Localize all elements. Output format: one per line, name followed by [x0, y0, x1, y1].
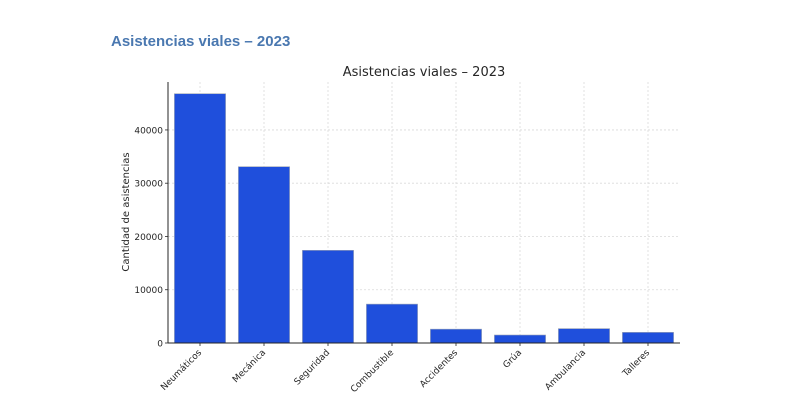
x-tick-labels: Neumáticos Mecánica Seguridad Combustible Ac…	[159, 348, 652, 395]
x-tick-label: Neumáticos	[159, 348, 204, 393]
chart-title: Asistencias viales – 2023	[343, 65, 506, 80]
x-tick-label: Accidentes	[418, 348, 460, 390]
x-tick-label: Mecánica	[231, 348, 268, 385]
bar	[430, 328, 482, 344]
y-tick-label: 10000	[134, 286, 163, 296]
bar	[622, 332, 674, 344]
y-tick-label: 0	[157, 340, 163, 350]
x-tick-label: Ambulancia	[544, 348, 589, 393]
bar	[366, 303, 418, 344]
axes	[165, 82, 680, 346]
bar	[558, 328, 610, 344]
y-tick-label: 40000	[134, 126, 163, 136]
bar	[238, 166, 290, 344]
y-axis-label: Cantidad de asistencias	[121, 152, 132, 271]
y-tick-label: 30000	[134, 180, 163, 190]
bar	[174, 93, 226, 344]
bar	[302, 250, 354, 344]
x-tick-label: Talleres	[620, 348, 652, 380]
x-tick-label: Grúa	[502, 348, 525, 371]
x-tick-label: Combustible	[349, 348, 396, 395]
bar	[494, 334, 546, 344]
page-heading: Asistencias viales – 2023	[111, 33, 291, 50]
bars	[174, 93, 674, 344]
x-tick-label: Seguridad	[293, 348, 332, 387]
y-tick-label: 20000	[134, 233, 163, 243]
y-tick-labels: 0 10000 20000 30000 40000	[134, 126, 163, 349]
